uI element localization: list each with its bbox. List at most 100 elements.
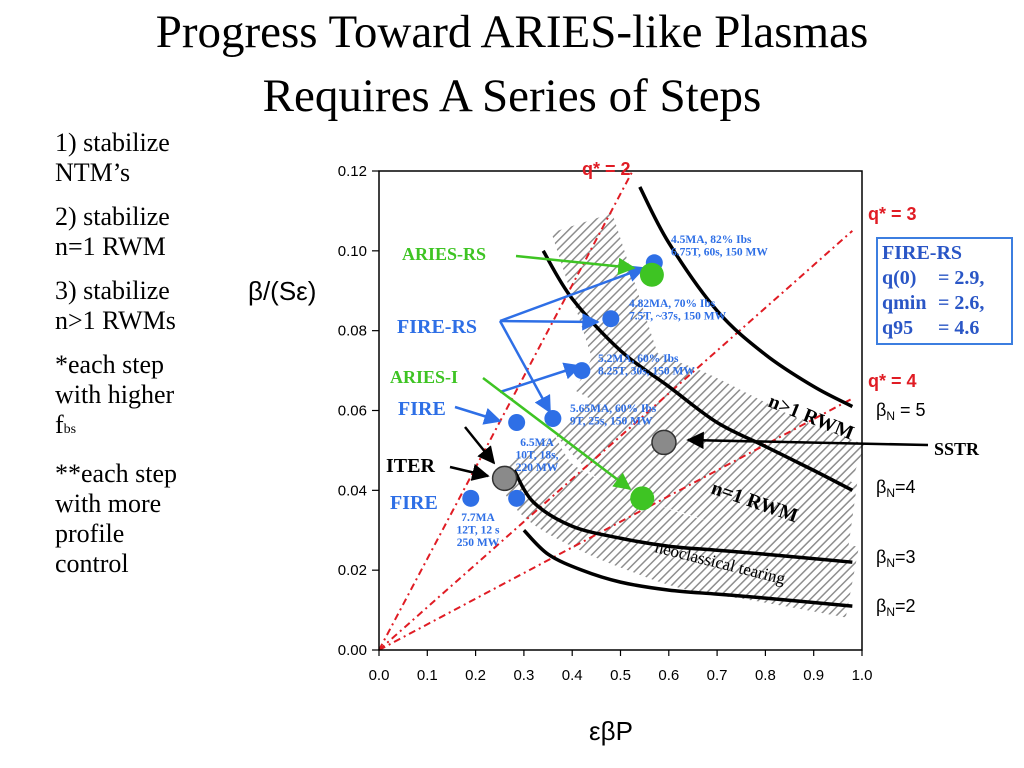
arrow-aries-rs bbox=[515, 254, 636, 276]
arrow-iter-diagonal bbox=[464, 426, 496, 465]
fire-rs-q0-value: = 2.9, bbox=[938, 267, 985, 289]
q-star-lines bbox=[378, 170, 854, 651]
note-1-line-1: *each step bbox=[55, 350, 165, 379]
y-tick-label: 0.12 bbox=[338, 163, 367, 180]
beta-n-label-4: βN=4 bbox=[876, 477, 916, 500]
fire-rs-qmin-value: = 2.6, bbox=[938, 292, 985, 314]
x-tick-label: 0.8 bbox=[755, 667, 776, 684]
data-point-blue-2 bbox=[602, 310, 620, 328]
x-tick-label: 0.3 bbox=[513, 667, 534, 684]
data-point-label: 8.25T, 30s, 150 MW bbox=[598, 366, 695, 378]
x-tick-label: 0.7 bbox=[707, 667, 728, 684]
annotation-iter: ITER bbox=[386, 455, 435, 477]
step-3: 3) stabilize n>1 RWMs bbox=[55, 276, 235, 336]
arrow-fire-rs-to-point-3 bbox=[499, 362, 582, 394]
q-star-line-3 bbox=[378, 230, 854, 651]
q-star-label-3: q* = 3 bbox=[868, 204, 917, 224]
fire-rs-q0-key: q(0) bbox=[882, 267, 917, 289]
annotation-aries-i: ARIES-I bbox=[390, 367, 458, 387]
y-tick-label: 0.06 bbox=[338, 403, 367, 420]
data-point-label: 4.5MA, 82% Ibs bbox=[671, 234, 752, 246]
steps-list: 1) stabilize NTM’s 2) stabilize n=1 RWM 3)… bbox=[55, 128, 235, 593]
fire-rs-row-q95: q95 = 4.6 bbox=[882, 316, 1007, 341]
annotation-arrows bbox=[449, 254, 929, 491]
beta-n-label-2: βN=2 bbox=[876, 596, 916, 619]
q-star-label-2: q* = 2 bbox=[582, 159, 631, 179]
beta-n-curves bbox=[512, 186, 854, 608]
data-point-label: 4.82MA, 70% Ibs bbox=[629, 298, 716, 310]
data-point-label: 6.75T, 60s, 150 MW bbox=[671, 247, 768, 259]
data-point-blue-3 bbox=[573, 362, 591, 380]
y-tick-label: 0.02 bbox=[338, 562, 367, 579]
fire-rs-row-q0: q(0) = 2.9, bbox=[882, 266, 1007, 291]
slide-title-line-1: Progress Toward ARIES-like Plasmas bbox=[155, 6, 869, 58]
data-point-blue-6 bbox=[462, 489, 480, 507]
note-2: **each step with more profile control bbox=[55, 459, 235, 579]
data-point-label: 250 MW bbox=[457, 537, 500, 549]
beta-n-label-3: βN=3 bbox=[876, 547, 916, 570]
x-tick-label: 0.2 bbox=[465, 667, 486, 684]
annotation-sstr: SSTR bbox=[934, 439, 980, 459]
arrow-fire-rs-to-point-4 bbox=[498, 320, 552, 414]
note-2-line-4: control bbox=[55, 549, 129, 578]
note-2-line-1: **each step bbox=[55, 459, 178, 488]
data-point-blue-5 bbox=[508, 413, 526, 431]
x-axis-label: εβP bbox=[589, 716, 633, 746]
data-point-blue-4 bbox=[544, 409, 562, 427]
hatched-band-3 bbox=[493, 434, 859, 618]
x-tick-label: 0.9 bbox=[803, 667, 824, 684]
beta-n-label-5: βN = 5 bbox=[876, 400, 926, 423]
y-tick-label: 0.08 bbox=[338, 323, 367, 340]
beta-n-curve-5 bbox=[638, 186, 854, 409]
slide-title-line-2: Requires A Series of Steps bbox=[262, 70, 762, 122]
x-tick-label: 0.1 bbox=[417, 667, 438, 684]
annotation-fire: FIRE bbox=[390, 492, 438, 514]
y-axis-label: β/(Sε) bbox=[248, 276, 316, 306]
arrow-iter bbox=[449, 463, 490, 481]
annotation-fire: FIRE bbox=[398, 398, 446, 420]
data-point-label: 9T, 25s, 150 MW bbox=[570, 416, 653, 428]
q-star-label-4: q* = 4 bbox=[868, 371, 917, 391]
data-point-label: 5.65MA, 60% Ibs bbox=[570, 403, 657, 415]
fire-rs-box-title: FIRE-RS bbox=[882, 242, 963, 264]
step-2-line-1: 2) stabilize bbox=[55, 202, 170, 231]
note-2-line-3: profile bbox=[55, 519, 125, 548]
q-star-line-4 bbox=[378, 397, 853, 651]
step-1-line-2: NTM’s bbox=[55, 158, 131, 187]
data-point-gray-2 bbox=[651, 429, 677, 456]
x-tick-label: 0.5 bbox=[610, 667, 631, 684]
step-1-line-1: 1) stabilize bbox=[55, 128, 170, 157]
arrow-aries-i bbox=[482, 377, 632, 491]
axes: 0.0 0.1 0.2 0.3 0.4 0.5 0.6 0.7 0.8 0.9 1.0 0.00 0.0… bbox=[248, 163, 872, 746]
hatched-band-1 bbox=[574, 326, 866, 512]
fire-rs-q95-key: q95 bbox=[882, 317, 914, 339]
y-tick-label: 0.00 bbox=[338, 642, 367, 659]
step-1: 1) stabilize NTM’s bbox=[55, 128, 235, 188]
fire-rs-q95-value: = 4.6 bbox=[938, 317, 980, 339]
data-point-label: 7.5T, ~37s, 150 MW bbox=[629, 311, 727, 323]
x-tick-label: 1.0 bbox=[852, 667, 873, 684]
arrow-fire-rs-to-point-1 bbox=[499, 265, 646, 323]
x-tick-label: 0.4 bbox=[562, 667, 583, 684]
beta-n-curve-2 bbox=[522, 529, 853, 608]
arrow-fire-rs-to-point-2 bbox=[499, 313, 600, 331]
q-star-line-2 bbox=[378, 170, 634, 651]
data-point-label: 5.2MA, 60% Ibs bbox=[598, 353, 679, 365]
data-point-gray-1 bbox=[491, 465, 518, 492]
fire-rs-info-box: FIRE-RS q(0) = 2.9, qmin = 2.6, q95 = 4.6 bbox=[876, 237, 1013, 345]
x-tick-label: 0.6 bbox=[658, 667, 679, 684]
data-point-blue-7 bbox=[508, 489, 526, 507]
data-point-label: 6.5MA bbox=[520, 437, 554, 449]
note-1-line-2: with higher bbox=[55, 380, 175, 409]
slide-title: Progress Toward ARIES-like Plasmas Requi… bbox=[0, 0, 1024, 128]
fire-rs-row-qmin: qmin = 2.6, bbox=[882, 291, 1007, 316]
note-1-subscript: bs bbox=[63, 422, 77, 437]
step-3-line-1: 3) stabilize bbox=[55, 276, 170, 305]
data-points bbox=[462, 254, 677, 511]
note-1: *each step with higher fbs bbox=[55, 350, 235, 445]
data-point-green-1 bbox=[639, 262, 664, 287]
beta-n-curve-3 bbox=[512, 469, 853, 564]
note-1-prefix: f bbox=[55, 410, 64, 439]
step-2-line-2: n=1 RWM bbox=[55, 232, 166, 261]
